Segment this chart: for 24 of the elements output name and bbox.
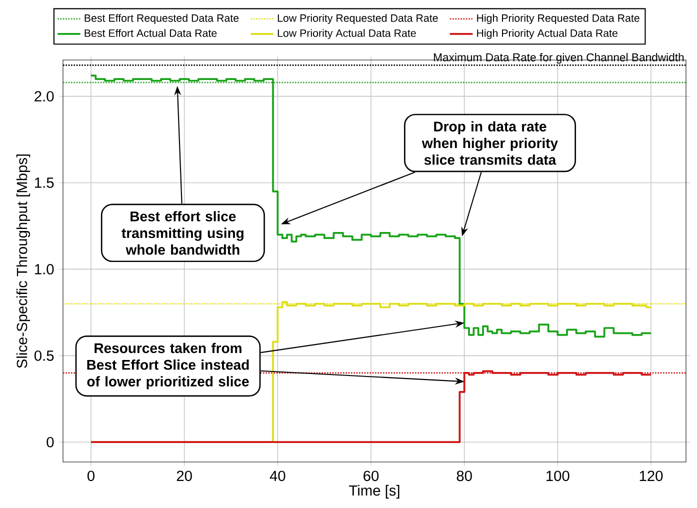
x-tick-label: 100 [546, 470, 570, 482]
y-tick-label: 0 [46, 436, 54, 448]
legend-label: Low Priority Requested Data Rate [278, 14, 438, 24]
legend-label: Low Priority Actual Data Rate [278, 29, 416, 40]
annotation: Best effort slice transmitting using whole bandwidth [122, 211, 244, 255]
y-tick-label: 2.0 [34, 91, 54, 102]
x-tick-label: 40 [270, 470, 286, 482]
y-tick-label: 1.0 [35, 264, 54, 274]
ref-line-label: Maximum Data Rate for given Channel Bandwidth [434, 53, 684, 64]
x-tick-label: 120 [640, 470, 663, 482]
annotation: Resources taken from Best Effort Slice instead of lower prioritized slice [87, 342, 249, 390]
x-tick-label: 60 [364, 470, 379, 482]
legend-label: High Priority Actual Data Rate [477, 29, 618, 40]
x-tick-label: 80 [456, 470, 472, 482]
y-axis-title: Slice-Specific Throughput [Mbps] [16, 154, 30, 368]
legend-label: High Priority Requested Data Rate [477, 14, 640, 24]
x-tick-label: 0 [87, 470, 94, 482]
x-axis-title: Time [s] [349, 484, 400, 499]
legend-label: Best Effort Requested Data Rate [84, 14, 239, 24]
annotation: Drop in data rate when higher priority slice transmits data [422, 121, 558, 165]
x-tick-label: 20 [176, 470, 192, 482]
y-tick-label: 0.5 [34, 350, 54, 361]
legend-label: Best Effort Actual Data Rate [84, 29, 217, 37]
y-tick-label: 1.5 [35, 178, 54, 188]
